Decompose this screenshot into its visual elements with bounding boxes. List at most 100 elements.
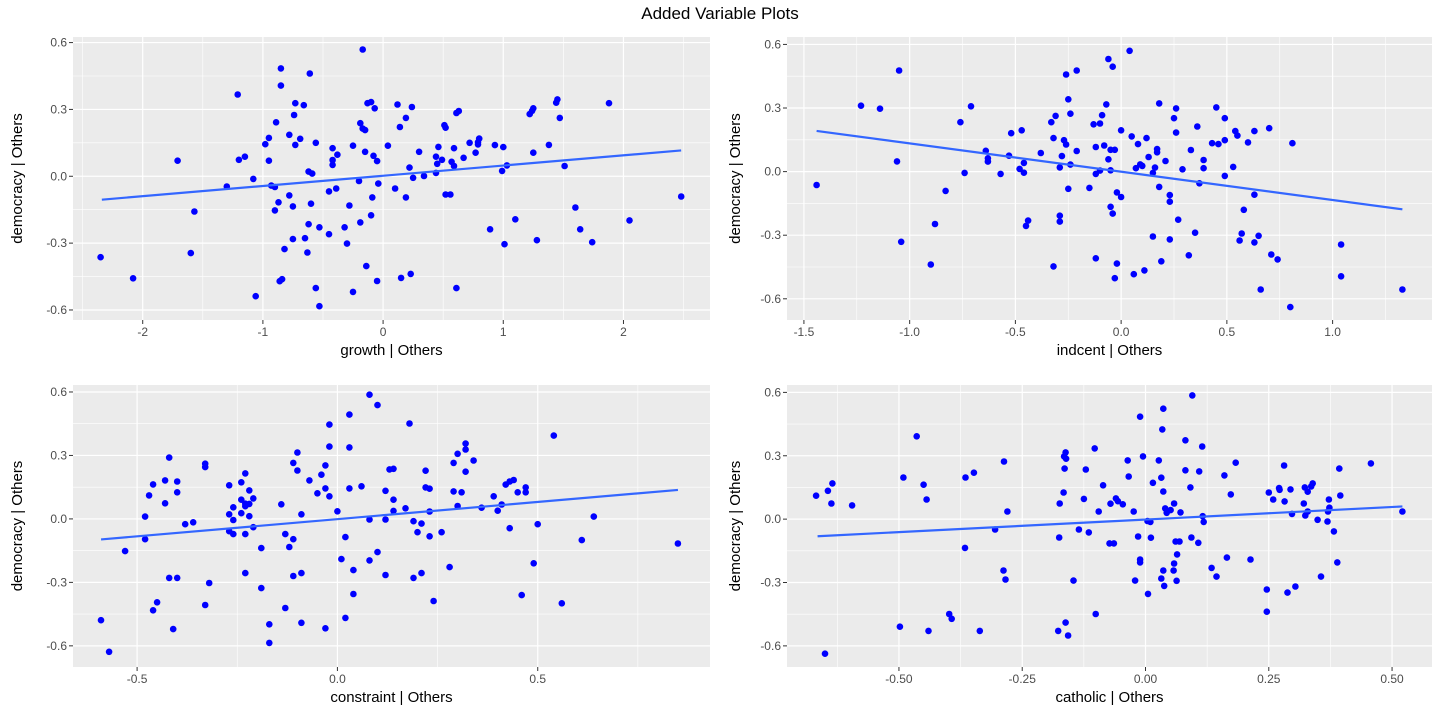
data-point [1177,509,1184,516]
data-point [1195,539,1202,547]
data-point [961,169,968,177]
x-axis-title: growth | Others [340,342,442,359]
data-point [382,487,389,495]
x-tick-label: 0.5 [529,672,546,686]
data-point [410,574,417,582]
panel-background [787,37,1432,320]
data-point [1024,217,1032,224]
data-point [1073,67,1080,74]
data-point [289,203,297,210]
data-point [332,185,340,192]
data-point [895,67,903,74]
data-point [450,144,458,152]
data-point [418,569,425,577]
data-point [1238,230,1245,237]
data-point [225,482,233,489]
y-tick-label: 0.6 [50,385,67,399]
data-point [1268,251,1275,258]
data-point [272,119,280,126]
data-point [1263,586,1271,593]
data-point [1052,112,1059,120]
data-point [957,118,964,126]
data-point [1170,114,1178,122]
data-point [325,188,333,195]
data-point [1070,577,1077,584]
data-point [246,500,253,508]
data-point [1134,140,1142,148]
data-point [391,185,399,192]
data-point [402,194,410,201]
data-point [1166,236,1174,243]
data-point [518,591,525,599]
data-point [1002,576,1009,583]
data-point [1227,491,1235,498]
data-point [1247,556,1254,563]
data-point [474,141,482,148]
data-point [242,530,249,538]
data-point [1113,189,1121,196]
y-tick-label: 0.3 [50,448,67,462]
data-point [415,148,423,156]
data-point [1134,533,1142,540]
data-point [97,253,104,261]
data-point [141,513,149,520]
data-point [433,160,441,168]
data-point [1182,437,1189,444]
data-point [242,470,249,477]
data-point [304,249,311,256]
data-point [149,607,157,614]
data-point [370,152,377,160]
data-point [558,600,566,607]
data-point [561,162,568,170]
data-point [1160,488,1167,495]
data-point [329,161,336,169]
data-point [316,224,323,231]
data-point [1113,260,1121,267]
data-point [1232,459,1239,467]
y-tick-label: -0.3 [46,575,67,589]
data-point [1276,486,1283,494]
data-point [334,151,341,158]
data-point [1062,71,1070,78]
data-point [1304,488,1311,496]
data-point [1221,114,1229,122]
data-point [897,238,905,246]
data-point [1191,229,1199,236]
data-point [1155,183,1163,191]
data-point [355,177,363,185]
x-axis-title: catholic | Others [1055,689,1163,706]
data-point [1170,560,1178,567]
x-tick-label: 2 [620,325,627,339]
data-point [181,520,189,528]
data-point [893,158,901,165]
data-point [396,123,404,131]
data-point [145,492,153,499]
data-point [1367,460,1375,467]
data-point [1143,134,1150,142]
data-point [1265,124,1273,132]
data-point [494,507,502,514]
x-tick-label: -0.5 [1005,325,1026,339]
data-point [366,391,373,399]
data-point [1111,274,1119,282]
data-point [296,135,304,143]
data-point [1284,589,1291,596]
data-point [290,535,297,543]
data-point [410,517,417,525]
data-point [169,625,177,633]
data-point [1139,453,1147,460]
data-point [314,490,321,497]
data-point [346,411,353,418]
data-point [281,245,288,253]
data-point [322,462,329,469]
data-point [1037,149,1045,157]
data-point [626,217,633,224]
data-point [374,401,381,409]
data-point [1325,496,1333,503]
data-point [1109,210,1116,217]
data-point [394,101,401,108]
data-point [1155,457,1163,464]
data-point [554,96,561,103]
data-point [307,200,315,207]
data-point [1136,559,1144,566]
